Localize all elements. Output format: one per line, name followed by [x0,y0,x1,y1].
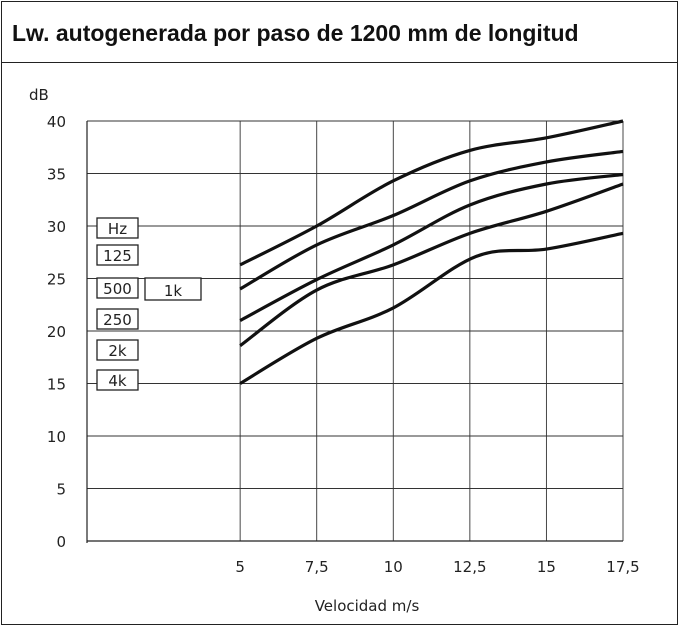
legend-item-label: 4k [108,372,127,390]
y-tick-label: 30 [47,218,66,236]
x-tick-label: 10 [384,558,403,576]
y-axis-label: dB [29,86,49,104]
legend-item-box [96,369,139,391]
series-line [239,119,624,267]
legend-item-box [96,308,139,330]
legend-item-label: 500 [103,280,132,298]
y-tick-label: 35 [47,166,66,184]
x-tick-label: 5 [235,558,245,576]
y-tick-label: 20 [47,323,66,341]
legend-item-label: 2k [108,342,127,360]
x-tick-label: 7,5 [305,558,329,576]
y-tick-label: 10 [47,428,66,446]
y-tick-label: 25 [47,271,66,289]
legend-item-box [96,244,139,266]
legend-item-box [96,277,139,299]
legend-item-label: 1k [164,282,183,300]
y-tick-label: 0 [56,533,66,551]
x-tick-label: 17,5 [606,558,639,576]
series-line [239,172,624,322]
y-tick-label: 5 [56,481,66,499]
legend-item-label: 250 [103,311,132,329]
x-axis-label: Velocidad m/s [315,597,420,615]
x-tick-label: 12,5 [453,558,486,576]
legend-title-label: Hz [108,220,127,238]
legend-item-box [144,277,202,301]
legend-item-box [96,339,139,361]
y-tick-label: 40 [47,113,66,131]
legend-title-box [96,217,139,239]
series-line [239,149,624,291]
chart-title: Lw. autogenerada por paso de 1200 mm de … [12,20,579,46]
x-tick-label: 15 [537,558,556,576]
series-line [239,231,624,385]
title-bar: Lw. autogenerada por paso de 1200 mm de … [2,2,677,63]
legend-item-label: 125 [103,247,132,265]
series-line [239,182,624,347]
y-tick-label: 15 [47,376,66,394]
